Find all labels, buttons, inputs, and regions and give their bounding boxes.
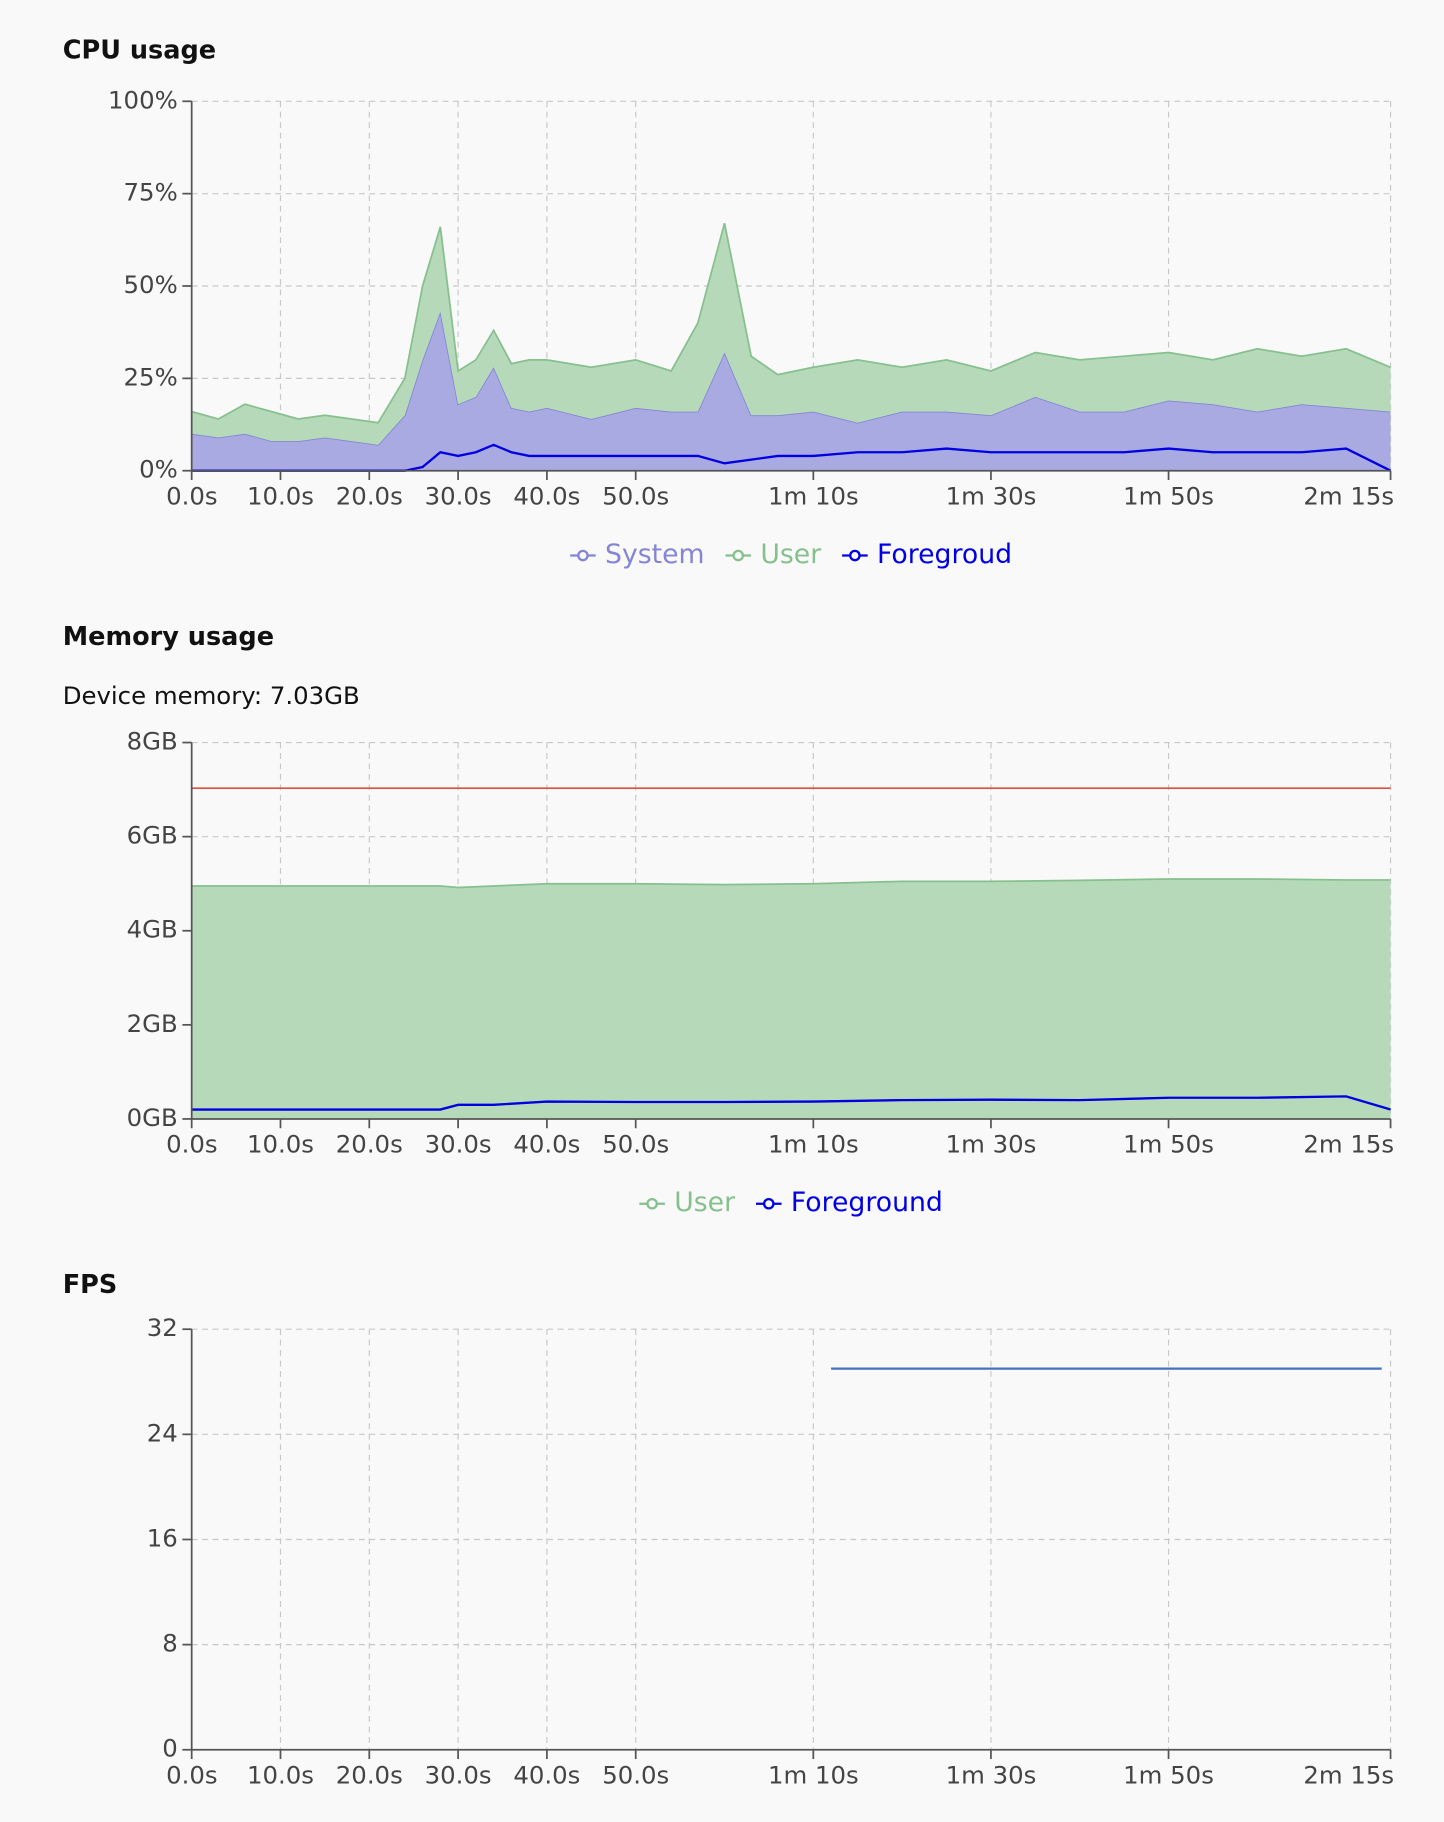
- y-tick-label: 32: [147, 1313, 178, 1342]
- x-tick-label: 50.0s: [602, 1130, 669, 1159]
- legend-item: Foregroud: [842, 539, 1012, 570]
- legend-item: User: [639, 1187, 735, 1218]
- legend-dot: [646, 1197, 658, 1210]
- x-tick-label: 0.0s: [166, 1130, 217, 1159]
- x-tick-label: 1m 30s: [946, 481, 1037, 510]
- y-tick-label: 16: [147, 1523, 178, 1552]
- x-tick-label: 10.0s: [247, 1760, 314, 1789]
- y-tick-label: 8GB: [127, 727, 178, 756]
- x-tick-label: 1m 50s: [1123, 481, 1214, 510]
- chart-title: Memory usage: [63, 622, 274, 652]
- x-tick-label: 20.0s: [336, 481, 403, 510]
- x-tick-label: 1m 10s: [768, 1760, 859, 1789]
- legend-item: Foreground: [755, 1187, 943, 1218]
- legend-label: User: [760, 539, 821, 570]
- y-tick-label: 8: [162, 1629, 178, 1658]
- area: [191, 223, 1391, 445]
- legend-item: User: [725, 539, 821, 570]
- legend-dot: [849, 549, 861, 562]
- x-tick-label: 20.0s: [336, 1760, 403, 1789]
- chart-title: CPU usage: [63, 35, 216, 65]
- x-tick-label: 30.0s: [425, 1130, 492, 1159]
- legend-dot: [762, 1197, 775, 1210]
- x-tick-label: 40.0s: [513, 1760, 580, 1789]
- x-tick-label: 2m 15s: [1303, 481, 1394, 510]
- y-tick-label: 2GB: [127, 1009, 178, 1038]
- legend-label: Foregroud: [877, 539, 1012, 570]
- area: [191, 878, 1391, 1119]
- y-tick-label: 75%: [124, 178, 178, 207]
- x-tick-label: 2m 15s: [1303, 1760, 1394, 1789]
- x-tick-label: 0.0s: [166, 481, 217, 510]
- y-tick-label: 0%: [139, 455, 178, 484]
- legend-label: Foreground: [791, 1187, 943, 1218]
- x-tick-label: 10.0s: [247, 1130, 314, 1159]
- x-tick-label: 1m 50s: [1123, 1760, 1214, 1789]
- area-edge: [191, 222, 1391, 424]
- legend-label: System: [605, 539, 705, 570]
- x-tick-label: 1m 50s: [1123, 1130, 1214, 1159]
- x-tick-label: 1m 30s: [946, 1760, 1037, 1789]
- y-tick-label: 100%: [108, 85, 178, 114]
- area: [191, 311, 1391, 471]
- x-tick-label: 40.0s: [513, 481, 580, 510]
- y-tick-label: 24: [147, 1418, 178, 1447]
- y-tick-label: 25%: [124, 362, 178, 391]
- x-tick-label: 30.0s: [425, 481, 492, 510]
- x-tick-label: 30.0s: [425, 1760, 492, 1789]
- x-tick-label: 2m 15s: [1303, 1130, 1394, 1159]
- x-tick-label: 10.0s: [247, 481, 314, 510]
- legend: User Foreground: [639, 1187, 943, 1218]
- legend: System User Foregroud: [570, 539, 1012, 570]
- x-tick-label: 1m 30s: [946, 1130, 1037, 1159]
- y-tick-label: 4GB: [127, 915, 178, 944]
- x-tick-label: 20.0s: [336, 1130, 403, 1159]
- chart: FPS 0 8 16 24 32 0.0s 10.0s 20.0s 30.0s 40.0s 50.0s…: [63, 1270, 1394, 1789]
- line: [191, 1095, 1391, 1111]
- subtitle: Device memory: 7.03GB: [63, 681, 360, 710]
- chart-title: FPS: [63, 1270, 118, 1300]
- chart: Memory usage Device memory: 7.03GB 0GB 2GB 4…: [63, 622, 1394, 1218]
- legend-dot: [732, 549, 745, 562]
- legend-item: System: [570, 539, 705, 570]
- chart: CPU usage 0% 25% 50% 75% 100% 0.0s 10.0s 20.0s 30…: [63, 35, 1394, 570]
- y-tick-label: 0: [162, 1734, 178, 1763]
- legend-label: User: [674, 1187, 735, 1218]
- x-tick-label: 0.0s: [166, 1760, 217, 1789]
- y-tick-label: 50%: [124, 270, 178, 299]
- legend-dot: [577, 549, 589, 562]
- x-tick-label: 50.0s: [602, 481, 669, 510]
- y-tick-label: 6GB: [127, 821, 178, 850]
- x-tick-label: 40.0s: [513, 1130, 580, 1159]
- x-tick-label: 1m 10s: [768, 481, 859, 510]
- y-tick-label: 0GB: [127, 1103, 178, 1132]
- area-edge: [191, 878, 1391, 889]
- x-tick-label: 50.0s: [602, 1760, 669, 1789]
- x-tick-label: 1m 10s: [768, 1130, 859, 1159]
